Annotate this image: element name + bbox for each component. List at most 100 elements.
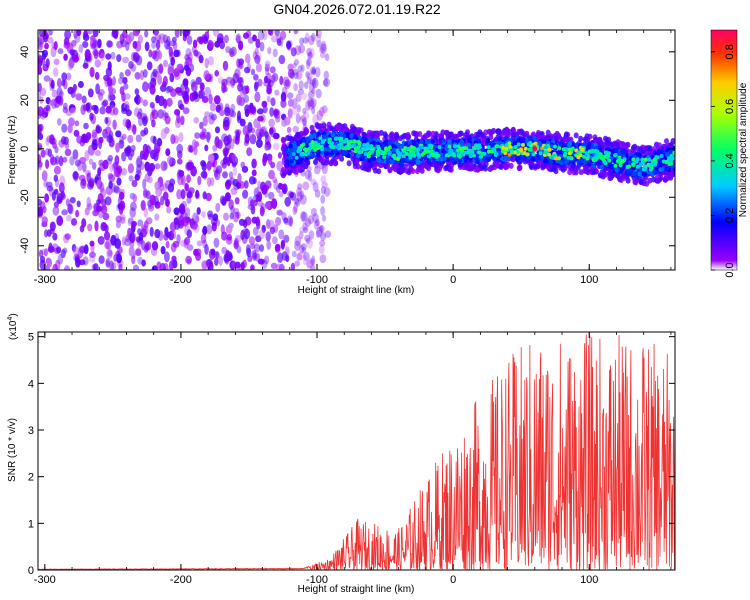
spectrogram-cell: [53, 174, 58, 182]
spectrogram-cell: [112, 119, 117, 130]
spectrogram-cell: [154, 163, 161, 170]
spectrogram-cell: [143, 127, 149, 135]
spectrogram-cell: [50, 46, 57, 58]
spectrogram-cell: [164, 112, 169, 119]
spectrogram-cell: [571, 169, 577, 176]
spectrogram-cell: [426, 159, 431, 165]
spectrogram-cell: [150, 135, 157, 143]
spectrogram-cell: [144, 41, 150, 52]
spectrogram-cell: [442, 156, 447, 162]
spectrogram-cell: [333, 160, 339, 167]
spectrogram-cell: [270, 97, 276, 107]
spectrogram-cell: [458, 130, 464, 137]
spectrogram-cell: [474, 156, 479, 162]
spectrogram-cell: [415, 147, 420, 152]
spectrogram-cell: [159, 183, 165, 192]
spectrogram-cell: [551, 166, 557, 173]
spectrogram-cell: [302, 222, 308, 231]
spectrogram-cell: [408, 147, 413, 152]
spectrogram-cell: [222, 60, 229, 71]
spectrogram-cell: [390, 159, 395, 165]
spectrogram-cell: [668, 172, 674, 179]
spectrogram-cell: [290, 192, 297, 201]
spectrogram-cell: [155, 39, 161, 50]
spectrogram-cell: [306, 259, 313, 269]
spectrogram-cell: [293, 30, 298, 35]
spectrogram-cell: [349, 133, 354, 139]
spectrogram-cell: [206, 131, 211, 143]
spectrogram-cell: [158, 95, 165, 107]
spectrogram-cell: [300, 64, 305, 73]
spectrogram-cell: [109, 260, 114, 270]
spectrogram-cell: [235, 130, 240, 141]
spectrogram-cell: [661, 159, 666, 164]
spectrogram-cell: [58, 90, 64, 98]
spectrogram-cell: [230, 110, 237, 118]
spectrogram-cell: [61, 136, 67, 145]
spectrogram-cell: [99, 182, 105, 193]
spectrogram-cell: [523, 146, 528, 151]
spectrogram-cell: [478, 154, 483, 159]
spectrogram-cell: [84, 150, 90, 162]
spectrogram-cell: [154, 181, 161, 191]
spectrogram-cell: [593, 157, 598, 162]
spectrogram-cell: [98, 48, 105, 59]
spectrogram-cell: [400, 133, 406, 140]
spectrogram-cell: [243, 180, 249, 189]
spectrogram-cell: [302, 37, 310, 44]
spectrogram-cell: [250, 68, 256, 76]
spectrogram-cell: [289, 159, 294, 164]
spectrogram-cell: [118, 263, 123, 270]
spectrogram-cell: [323, 187, 331, 197]
spectrogram-cell: [595, 153, 599, 158]
spectrogram-cell: [108, 84, 114, 95]
spectrogram-cell: [462, 146, 467, 151]
spectrogram-cell: [283, 116, 291, 126]
spectrogram-cell: [411, 130, 417, 137]
spectrogram-cell: [305, 100, 311, 112]
spectrogram-cell: [279, 183, 285, 191]
spectrogram-cell: [519, 148, 524, 153]
spectrogram-cell: [297, 183, 303, 191]
spectrogram-cell: [93, 202, 100, 211]
spectrogram-cell: [295, 197, 301, 207]
spectrogram-cell: [132, 124, 137, 135]
spectrogram-cell: [371, 140, 376, 146]
spectrogram-cell: [320, 43, 327, 54]
spectrogram-cell: [258, 244, 265, 252]
colorbar-tick-label: 0.2: [724, 208, 736, 223]
spectrogram-cell: [221, 133, 228, 143]
spectrogram-cell: [184, 207, 191, 218]
spectrogram-cell: [287, 108, 293, 119]
spectrogram-cell: [376, 168, 382, 175]
spectrogram-cell: [234, 261, 241, 269]
spectrogram-cell: [199, 131, 206, 138]
spectrogram-cell: [637, 171, 642, 177]
spectrogram-cell: [55, 259, 61, 270]
spectrogram-cell: [314, 165, 321, 175]
spectrogram-cell: [578, 135, 584, 142]
spectrogram-cell: [599, 164, 604, 170]
spectrogram-cell: [376, 152, 381, 157]
spectrogram-cell: [88, 256, 96, 263]
spectrogram-cell: [603, 161, 608, 166]
spectrogram-cell: [490, 149, 495, 154]
spectrogram-cell: [302, 111, 310, 120]
spectrogram-cell: [378, 162, 383, 169]
spectrogram-cell: [85, 102, 93, 113]
spectrogram-cell: [51, 243, 59, 253]
spectrogram-cell: [70, 107, 76, 114]
spectrogram-cell: [292, 62, 297, 69]
spectrogram-cell: [238, 60, 243, 69]
spectrogram-cell: [223, 156, 230, 164]
spectrogram-cell: [290, 47, 297, 57]
spectrogram-cell: [230, 187, 238, 195]
colorbar-tick-label: 0.0: [724, 262, 736, 277]
spectrogram-cell: [64, 142, 70, 150]
spectrogram-cell: [207, 177, 212, 188]
spectrogram-cell: [309, 258, 315, 265]
spectrogram-cell: [430, 138, 436, 144]
spectrogram-cell: [426, 165, 432, 172]
spectrogram-cell: [226, 179, 232, 187]
spectrogram-cell: [198, 54, 204, 64]
